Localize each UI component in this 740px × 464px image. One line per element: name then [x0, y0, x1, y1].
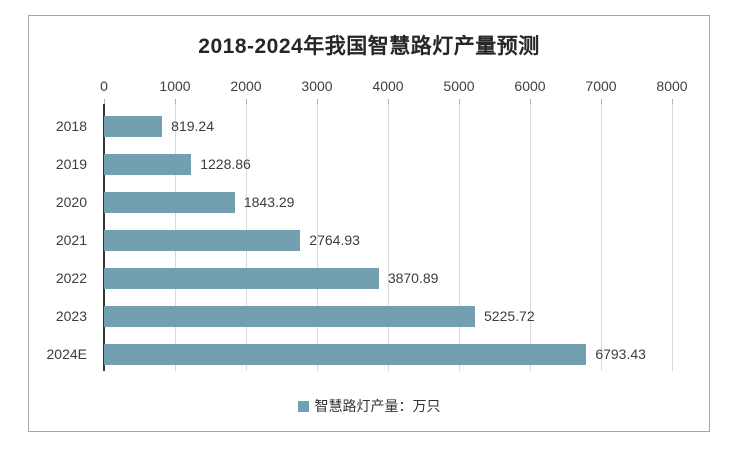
x-axis-tick-label: 8000	[656, 78, 688, 94]
legend-square-icon	[297, 400, 309, 412]
bar-value-label: 819.24	[171, 117, 214, 134]
x-axis-tick-mark	[530, 99, 531, 104]
x-axis-tick-label: 6000	[514, 78, 546, 94]
gridline	[601, 104, 602, 371]
x-axis-tick-mark	[459, 99, 460, 104]
bar-value-label: 1843.29	[243, 193, 295, 210]
gridline	[672, 104, 673, 371]
bar-2022	[104, 267, 379, 289]
gridline	[530, 104, 531, 371]
x-axis-tick-mark	[175, 99, 176, 104]
x-axis-tick-mark	[104, 99, 105, 104]
category-label-2021: 2021	[55, 232, 87, 248]
x-axis-tick-label: 7000	[585, 78, 617, 94]
bar-value-label: 6793.43	[595, 345, 646, 362]
bar-2018	[104, 115, 163, 137]
chart-frame: 2018-2024年我国智慧路灯产量预测 0 1000 2000 3000 4000 50…	[28, 15, 710, 432]
gridline	[317, 104, 318, 371]
category-label-2023: 2023	[55, 308, 87, 324]
legend: 智慧路灯产量：万只	[29, 396, 709, 416]
gridline	[388, 104, 389, 371]
legend-label: 智慧路灯产量：万只	[314, 398, 441, 414]
category-label-2022: 2022	[55, 270, 87, 286]
bar-value-label: 5225.72	[484, 307, 535, 324]
x-axis-tick-mark	[246, 99, 247, 104]
x-axis-tick-label: 0	[100, 78, 108, 94]
x-axis-tick-mark	[388, 99, 389, 104]
x-axis-tick-label: 4000	[372, 78, 404, 94]
x-axis-tick-mark	[317, 99, 318, 104]
chart-title: 2018-2024年我国智慧路灯产量预测	[198, 35, 540, 58]
x-axis-tick-label: 1000	[159, 78, 191, 94]
bar-value-label: 2764.93	[309, 231, 360, 248]
category-label-2019: 2019	[55, 156, 87, 172]
x-axis-top: 0 1000 2000 3000 4000 5000 6000 7000 8000	[100, 16, 688, 104]
x-axis-tick-mark	[672, 99, 673, 104]
category-label-2018: 2018	[55, 118, 87, 134]
bar-value-label: 3870.89	[387, 269, 439, 286]
x-axis-tick-label: 3000	[301, 78, 333, 94]
bar-2021	[104, 229, 301, 251]
gridline	[459, 104, 460, 371]
plot-area: 819.24 1228.86 1843.29 2764.93 3870.89 5225.7…	[103, 104, 673, 371]
bar-2020	[104, 191, 235, 213]
category-label-2024E: 2024E	[46, 346, 87, 362]
x-axis-tick-label: 2000	[230, 78, 262, 94]
bar-2019	[104, 153, 192, 175]
bar-2024E	[104, 343, 587, 365]
bar-2023	[104, 305, 476, 327]
x-axis-tick-label: 5000	[443, 78, 475, 94]
x-axis-tick-mark	[601, 99, 602, 104]
bar-value-label: 1228.86	[200, 155, 251, 172]
category-label-2020: 2020	[55, 194, 87, 210]
